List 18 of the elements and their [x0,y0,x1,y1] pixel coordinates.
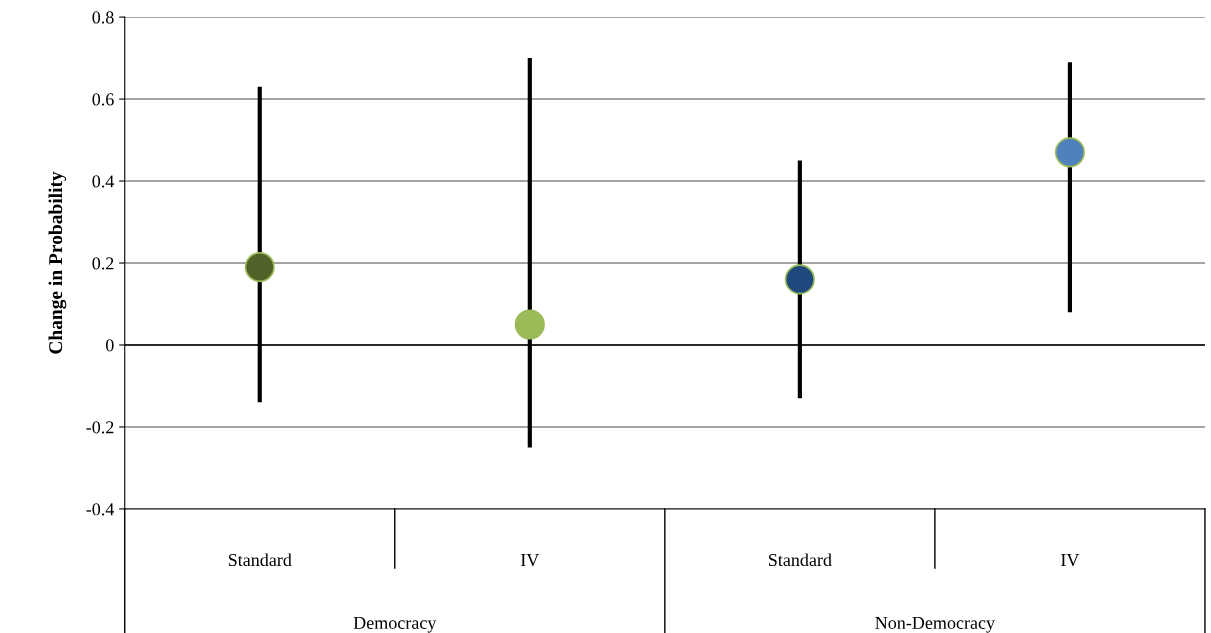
point [784,264,815,295]
y-tick-label: -0.4 [86,503,115,516]
y-tick-label: 0.4 [92,175,115,188]
text: Non-Democracy [875,616,995,633]
y-tick-label: 0.8 [92,11,114,24]
point [1054,137,1085,168]
x-tick-label: Standard [768,553,832,567]
point [244,252,275,283]
text: Democracy [353,616,437,633]
x-tick-label: Standard [228,553,292,567]
y-tick-label: 0.2 [92,257,114,270]
y-tick-label: 0 [105,339,114,352]
point [514,309,545,340]
y-tick-label: -0.2 [86,421,114,434]
x-tick-label: IV [1061,554,1080,567]
x-tick-label: IV [520,554,540,567]
y-axis-title: Change in Probability [48,171,67,354]
y-tick-label: 0.6 [92,93,114,106]
